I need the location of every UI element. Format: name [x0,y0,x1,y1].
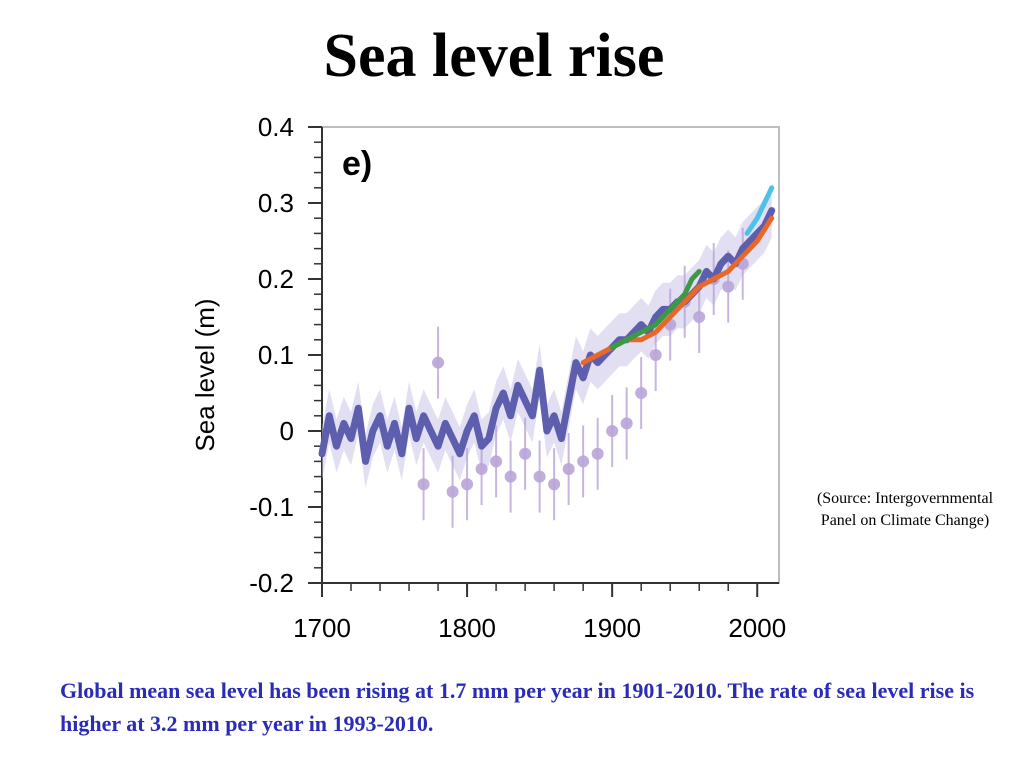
y-tick-label: -0.2 [249,568,294,598]
data-point [446,485,459,498]
y-axis-title: Sea level (m) [190,298,220,451]
data-point [504,470,517,483]
data-point [577,455,590,468]
y-tick-label: 0 [280,416,294,446]
x-tick-label: 2000 [728,613,786,643]
data-point [722,280,735,293]
x-tick-label: 1800 [438,613,496,643]
slide-title: Sea level rise [323,22,665,90]
x-tick-label: 1700 [293,613,351,643]
panel-label: e) [342,145,372,183]
data-point [490,455,503,468]
y-tick-label: 0.1 [258,340,294,370]
y-tick-label: -0.1 [249,492,294,522]
data-point [475,463,488,475]
data-point [432,356,445,369]
series-line-3 [609,268,702,350]
data-point [635,387,648,399]
x-tick-label: 1900 [583,613,641,643]
plot-frame [321,126,780,584]
data-point [606,425,619,437]
chart-layer: 0.4 0.3 0.2 0.1 0 -0.1 -0.2 1700 1800 1900 2000 [249,112,786,643]
data-point [591,447,604,460]
caption: Global mean sea level has been rising at… [60,678,975,736]
data-point [649,349,662,361]
series-line-4 [744,185,775,236]
data-point [548,478,561,491]
y-tick-label: 0.3 [258,188,294,218]
data-point [461,478,474,491]
y-tick-label: 0.2 [258,264,294,294]
y-tick-label: 0.4 [258,112,294,142]
data-point [693,311,706,323]
data-point [533,470,546,483]
source-note: (Source: Intergovernmental Panel on Clim… [816,490,994,529]
data-point [562,463,575,475]
data-point [519,447,532,460]
data-point [417,478,430,491]
data-point [620,417,633,430]
